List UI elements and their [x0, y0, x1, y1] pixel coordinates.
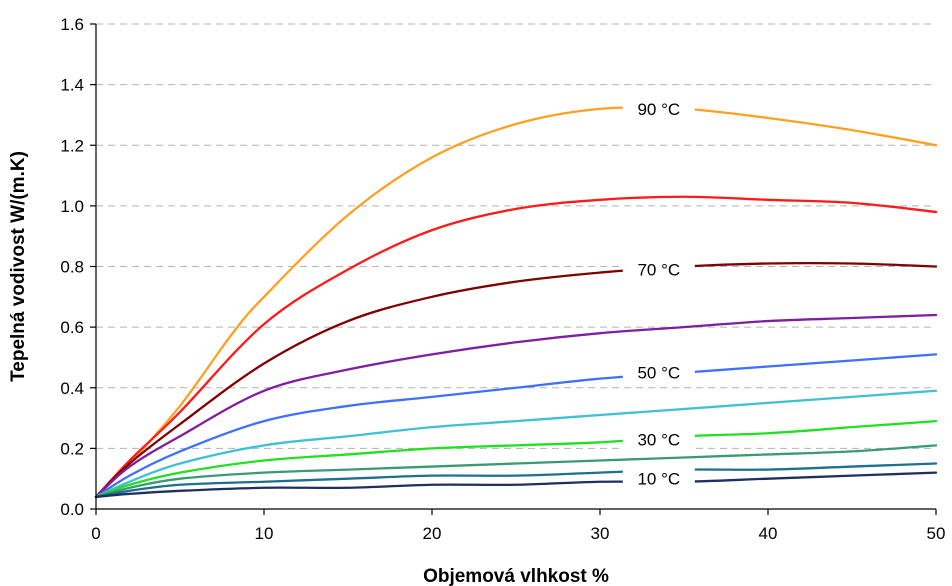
series-line-2: [94, 261, 938, 499]
y-tick-label-4: 0.8: [60, 258, 84, 277]
series-line-3: [94, 313, 938, 499]
tick-labels: 0.0 0.2 0.4 0.6 0.8 1.0 1.2 1.4 1.6 0 10 20 30 40 50: [60, 15, 945, 543]
x-tick-label-2: 20: [423, 524, 442, 543]
curve-label-2: 50 °C: [637, 364, 680, 383]
curve-labels: 90 °C 70 °C 50 °C 30 °C 10 °C: [622, 97, 695, 490]
y-tick-label-3: 0.6: [60, 318, 84, 337]
y-tick-label-8: 1.6: [60, 15, 84, 34]
y-tick-label-0: 0.0: [60, 500, 84, 519]
x-tick-label-5: 50: [927, 524, 946, 543]
y-tick-label-5: 1.0: [60, 197, 84, 216]
curve-label-bg-4: [622, 467, 695, 490]
series-line-6: [94, 419, 938, 499]
y-tick-label-1: 0.2: [60, 439, 84, 458]
curve-label-3: 30 °C: [637, 430, 680, 449]
y-tick-label-2: 0.4: [60, 379, 84, 398]
gridlines: [96, 23, 936, 449]
curve-label-1: 70 °C: [637, 261, 680, 280]
x-tick-label-1: 10: [255, 524, 274, 543]
series-line-7: [94, 444, 938, 499]
y-axis-title: Tepelná vodivost W/(m.K): [8, 151, 29, 382]
y-tick-label-6: 1.2: [60, 136, 84, 155]
y-tick-label-7: 1.4: [60, 76, 84, 95]
x-tick-label-0: 0: [91, 524, 100, 543]
x-tick-label-4: 40: [759, 524, 778, 543]
series-line-0: [94, 106, 938, 499]
curve-label-bg-3: [622, 428, 695, 451]
series-line-8: [94, 462, 938, 499]
curve-label-bg-0: [622, 97, 695, 120]
series-line-1: [94, 195, 938, 499]
series-line-4: [94, 353, 938, 499]
x-axis-title: Objemová vlhkost %: [423, 566, 609, 586]
series-line-9: [94, 471, 938, 499]
series-line-5: [94, 389, 938, 499]
curve-label-0: 90 °C: [637, 100, 680, 119]
curve-label-bg-1: [622, 258, 695, 281]
curve-label-4: 10 °C: [637, 470, 680, 489]
axes: [90, 23, 937, 515]
x-tick-label-3: 30: [591, 524, 610, 543]
series-lines: [94, 106, 938, 499]
curve-label-bg-2: [622, 361, 695, 384]
